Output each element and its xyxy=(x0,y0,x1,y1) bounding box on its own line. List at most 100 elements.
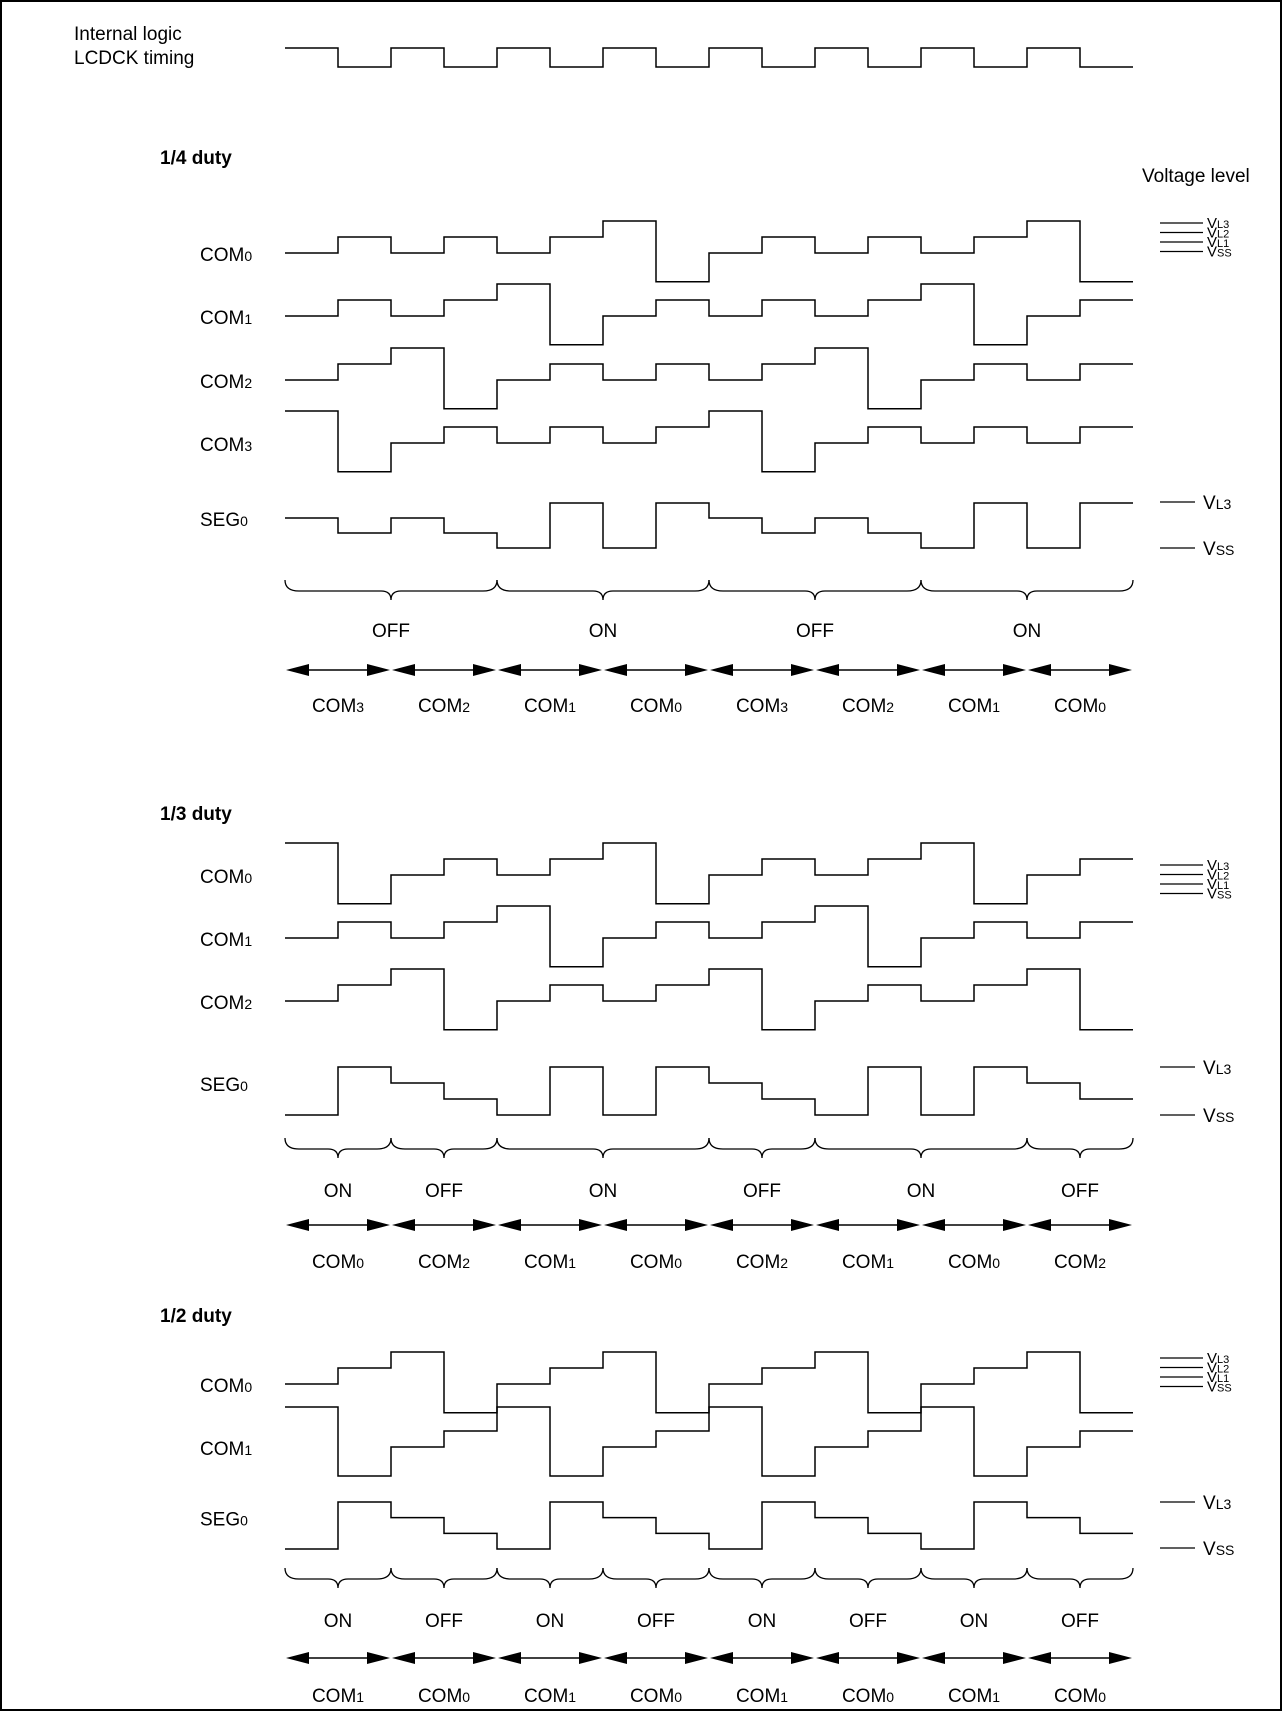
arrowhead-left xyxy=(498,1219,521,1231)
arrowhead-left xyxy=(392,1219,415,1231)
duty-section-half: 1/2 duty COM0COM1SEG0VL3VL2VL1VSSVL3VSSO… xyxy=(160,1306,1234,1707)
time-slot-label: COM2 xyxy=(418,696,470,717)
arrowhead-right xyxy=(685,1219,708,1231)
time-slot-label-subscript: 2 xyxy=(780,1255,788,1271)
arrowhead-left xyxy=(816,1219,839,1231)
com-level-label-l2-subscript: L2 xyxy=(1217,871,1229,883)
time-slot-label: COM1 xyxy=(524,1686,576,1707)
time-slot-label-base: COM xyxy=(842,1252,886,1273)
arrowhead-right xyxy=(897,664,920,676)
arrowhead-left xyxy=(286,1219,309,1231)
arrowhead-left xyxy=(286,664,309,676)
waveform-com2 xyxy=(285,347,1133,410)
row-label-seg0: SEG0 xyxy=(200,510,248,531)
state-label: ON xyxy=(589,1181,618,1202)
time-slot-label-subscript: 1 xyxy=(780,1689,788,1705)
arrowhead-left xyxy=(604,1652,627,1664)
state-label: ON xyxy=(748,1611,777,1632)
waveform-com3 xyxy=(285,410,1133,473)
row-label-com2: COM2 xyxy=(200,372,252,393)
com-level-label-l2: VL2 xyxy=(1207,1360,1229,1377)
waveform-com1 xyxy=(285,905,1133,968)
time-slot-label-subscript: 2 xyxy=(462,699,470,715)
time-slot-label-base: COM xyxy=(736,1686,780,1707)
com-level-label-l2: VL2 xyxy=(1207,225,1229,242)
state-brace xyxy=(708,1137,816,1159)
arrowhead-left xyxy=(392,1652,415,1664)
arrowhead-left xyxy=(1028,1219,1051,1231)
row-label-com0-base: COM xyxy=(200,867,244,888)
com-level-label-ss-subscript: SS xyxy=(1217,1383,1232,1395)
time-slot-label: COM1 xyxy=(842,1252,894,1273)
state-label: OFF xyxy=(796,621,834,642)
time-slot-label-subscript: 2 xyxy=(462,1255,470,1271)
time-slot-label: COM2 xyxy=(418,1252,470,1273)
time-slot-label-base: COM xyxy=(736,1252,780,1273)
time-slot-label: COM0 xyxy=(1054,1686,1106,1707)
arrowhead-right xyxy=(1109,1652,1132,1664)
com-level-label-l1: VL1 xyxy=(1207,1369,1229,1386)
arrowhead-right xyxy=(1109,1219,1132,1231)
row-label-com1-base: COM xyxy=(200,1439,244,1460)
com-level-label-l3-base: V xyxy=(1207,215,1217,232)
com-level-label-l2-base: V xyxy=(1207,225,1217,242)
time-slot-label-base: COM xyxy=(524,696,568,717)
row-label-com1-base: COM xyxy=(200,930,244,951)
seg-level-label-l3: VL3 xyxy=(1203,1493,1231,1514)
time-slot-label-subscript: 1 xyxy=(992,1689,1000,1705)
com-level-label-l2-subscript: L2 xyxy=(1217,229,1229,241)
time-slot-label-subscript: 3 xyxy=(356,699,364,715)
arrowhead-left xyxy=(1028,1652,1051,1664)
row-label-com3-subscript: 3 xyxy=(244,438,252,454)
seg-level-label-l3-base: V xyxy=(1203,1058,1216,1079)
com-level-label-l1-subscript: L1 xyxy=(1217,880,1229,892)
time-slot-label-base: COM xyxy=(630,696,674,717)
state-brace xyxy=(708,579,922,601)
duty-section-third: 1/3 duty COM0COM1COM2SEG0VL3VL2VL1VSSVL3… xyxy=(160,804,1234,1273)
time-slot-label-subscript: 1 xyxy=(886,1255,894,1271)
state-brace xyxy=(284,1137,392,1159)
row-label-seg0: SEG0 xyxy=(200,1510,248,1531)
state-brace xyxy=(496,1567,604,1589)
arrowhead-left xyxy=(710,1219,733,1231)
row-label-com2: COM2 xyxy=(200,993,252,1014)
time-slot-label-subscript: 1 xyxy=(992,699,1000,715)
clock-section: Internal logic LCDCK timing xyxy=(74,24,1133,69)
arrowhead-right xyxy=(1109,664,1132,676)
seg-level-label-l3-subscript: L3 xyxy=(1216,1496,1232,1512)
seg-level-label-ss: VSS xyxy=(1203,539,1234,560)
arrowhead-right xyxy=(473,1652,496,1664)
row-label-com0-base: COM xyxy=(200,245,244,266)
row-label-com1-subscript: 1 xyxy=(244,311,252,327)
time-slot-label-base: COM xyxy=(524,1686,568,1707)
time-slot-label-base: COM xyxy=(524,1252,568,1273)
state-label: OFF xyxy=(425,1181,463,1202)
arrowhead-left xyxy=(498,664,521,676)
com-level-label-l3: VL3 xyxy=(1207,1350,1229,1367)
row-label-com2-base: COM xyxy=(200,993,244,1014)
waveform-seg0 xyxy=(285,502,1133,549)
state-label: OFF xyxy=(1061,1611,1099,1632)
seg-level-label-l3: VL3 xyxy=(1203,493,1231,514)
com-level-label-l1-subscript: L1 xyxy=(1217,1373,1229,1385)
com-level-label-l3-base: V xyxy=(1207,1350,1217,1367)
time-slot-label: COM1 xyxy=(948,696,1000,717)
time-slot-label-subscript: 2 xyxy=(1098,1255,1106,1271)
arrowhead-left xyxy=(498,1652,521,1664)
time-slot-label: COM1 xyxy=(524,1252,576,1273)
seg-level-label-l3-base: V xyxy=(1203,1493,1216,1514)
com-level-label-l1-base: V xyxy=(1207,876,1217,893)
time-slot-label-base: COM xyxy=(1054,696,1098,717)
seg-level-label-ss-subscript: SS xyxy=(1216,1542,1235,1558)
clock-label-line1: Internal logic xyxy=(74,24,182,45)
com-level-label-l2-subscript: L2 xyxy=(1217,1364,1229,1376)
state-label: OFF xyxy=(372,621,410,642)
time-slot-label-base: COM xyxy=(948,696,992,717)
com-level-label-l1: VL1 xyxy=(1207,876,1229,893)
seg-level-label-ss: VSS xyxy=(1203,1539,1234,1560)
time-slot-label-base: COM xyxy=(312,696,356,717)
time-slot-label-base: COM xyxy=(312,1252,356,1273)
arrowhead-right xyxy=(473,664,496,676)
